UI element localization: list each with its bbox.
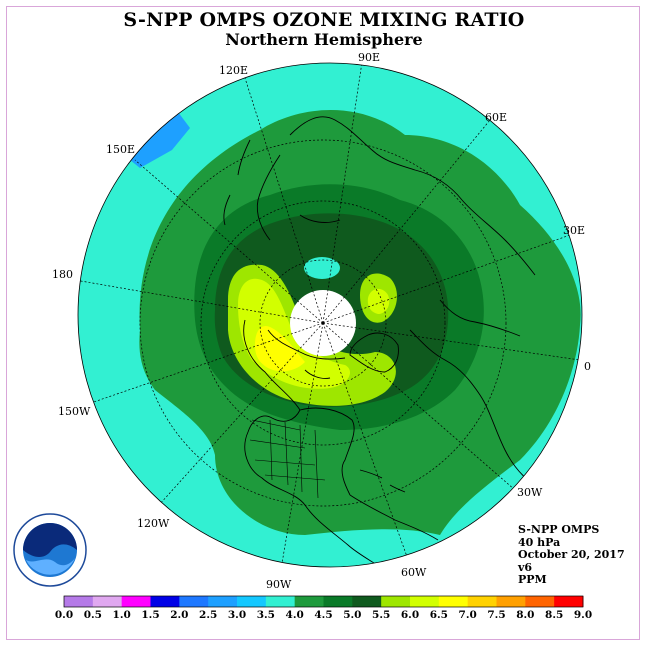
- lon-label-150w: 150W: [58, 405, 91, 418]
- band-6.5-7.0: [255, 325, 305, 372]
- colorbar: [63, 595, 584, 608]
- colorbar-bin: [467, 596, 497, 607]
- colorbar-bin: [208, 596, 238, 607]
- colorbar-bin: [438, 596, 469, 607]
- lon-label-150e: 150E: [106, 143, 136, 156]
- lon-label-60w: 60W: [401, 566, 427, 579]
- colorbar-bin: [150, 596, 180, 607]
- info-version: v6: [518, 560, 533, 574]
- colorbar-tick-label: 7.0: [458, 609, 477, 621]
- colorbar-tick-label: 6.5: [429, 609, 448, 621]
- disk-outline: [77, 62, 583, 568]
- colorbar-bin: [496, 596, 526, 607]
- colorbar-ticks: 0.0 0.5 1.0 1.5 2.0 2.5 3.0 3.5 4.0 4.5 5.0 5.5 6.0 6…: [0, 609, 648, 623]
- colorbar-tick-label: 6.0: [400, 609, 420, 621]
- colorbar-bin: [64, 596, 94, 607]
- colorbar-bin: [265, 596, 296, 607]
- ozone-field: [78, 63, 582, 567]
- colorbar-bin: [323, 596, 353, 607]
- coastlines: [223, 116, 546, 567]
- graticule: [78, 63, 581, 567]
- colorbar-tick-label: 3.5: [256, 609, 275, 621]
- colorbar-tick-label: 5.5: [372, 609, 391, 621]
- colorbar-bin: [525, 596, 555, 607]
- colorbar-tick-label: 4.5: [314, 609, 333, 621]
- colorbar-bin: [179, 596, 209, 607]
- figure-frame: [6, 6, 640, 640]
- band-6.0-6.5-east: [367, 288, 390, 314]
- lon-label-180: 180: [52, 268, 73, 281]
- colorbar-tick-label: 0.0: [54, 609, 74, 621]
- colorbar-tick-label: 3.0: [227, 609, 247, 621]
- colorbar-tick-label: 0.5: [83, 609, 102, 621]
- lon-label-90e: 90E: [358, 51, 381, 64]
- band-3.0-3.5: [130, 108, 190, 168]
- colorbar-bin: [352, 596, 382, 607]
- colorbar-outline: [63, 595, 584, 608]
- colorbar-tick-label: 1.5: [141, 609, 160, 621]
- lon-label-0: 0: [584, 360, 591, 373]
- lon-label-120e: 120E: [219, 64, 249, 77]
- colorbar-tick-label: 5.0: [343, 609, 362, 621]
- colorbar-tick-label: 4.0: [285, 609, 304, 621]
- colorbar-tick-label: 2.0: [170, 609, 189, 621]
- info-date: October 20, 2017: [518, 548, 625, 561]
- colorbar-bin: [92, 596, 123, 607]
- colorbar-tick-label: 1.0: [112, 609, 131, 621]
- colorbar-tick-label: 9.0: [573, 609, 593, 621]
- colorbar-bin: [410, 596, 440, 607]
- colorbar-bin: [237, 596, 267, 607]
- colorbar-bin: [294, 596, 324, 607]
- product-info: S-NPP OMPS 40 hPa October 20, 2017 v6 PP…: [518, 523, 625, 587]
- colorbar-tick-label: 7.5: [487, 609, 506, 621]
- colorbar-tick-label: 8.0: [516, 609, 535, 621]
- map-title: S-NPP OMPS OZONE MIXING RATIO: [123, 9, 525, 31]
- lon-label-90w: 90W: [266, 578, 292, 591]
- map-subtitle: Northern Hemisphere: [225, 30, 423, 49]
- colorbar-bin: [381, 596, 411, 607]
- lon-label-60e: 60E: [485, 111, 508, 124]
- colorbar-bin: [554, 596, 584, 607]
- colorbar-bin: [121, 596, 151, 607]
- info-instrument: S-NPP OMPS: [518, 523, 600, 536]
- low-pocket: [304, 257, 340, 279]
- info-level: 40 hPa: [518, 535, 561, 549]
- lon-label-120w: 120W: [137, 517, 170, 530]
- info-units: PPM: [518, 573, 547, 586]
- lon-label-30w: 30W: [517, 486, 543, 499]
- lon-label-30e: 30E: [563, 224, 586, 237]
- colorbar-tick-label: 8.5: [545, 609, 564, 621]
- noaa-logo: [13, 513, 87, 587]
- colorbar-tick-label: 2.5: [199, 609, 218, 621]
